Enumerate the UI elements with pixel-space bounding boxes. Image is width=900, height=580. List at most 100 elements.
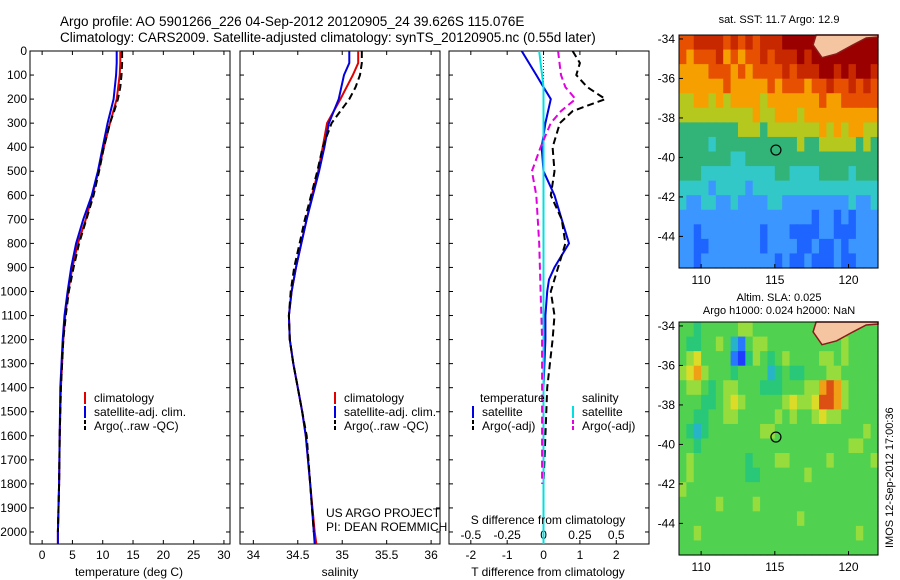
map-cell	[737, 78, 746, 94]
map-cell	[693, 224, 702, 240]
map-cell	[811, 209, 820, 225]
map-cell	[760, 511, 769, 527]
map-cell	[737, 180, 746, 196]
map-cell	[693, 93, 702, 109]
map-cell	[723, 467, 732, 483]
map-cell	[752, 49, 761, 65]
map-cell	[782, 453, 791, 469]
map-cell	[833, 365, 842, 381]
map-cell	[848, 49, 857, 65]
map-cell	[833, 78, 842, 94]
map-cell	[701, 195, 710, 211]
map-cell	[745, 78, 754, 94]
map-cell	[686, 151, 695, 167]
map-cell	[841, 136, 850, 153]
map-cell	[848, 423, 857, 440]
map-cell	[693, 409, 702, 425]
map-cell	[870, 224, 879, 240]
map-cell	[723, 166, 732, 182]
map-cell	[708, 351, 717, 367]
map-cell	[833, 151, 842, 167]
x-tick-label: 0	[540, 548, 547, 562]
map-cell	[841, 496, 850, 512]
map-cell	[863, 365, 872, 381]
map-cell	[819, 238, 828, 255]
map-cell	[693, 107, 702, 123]
map-cell	[760, 122, 769, 138]
map-cell	[811, 64, 820, 80]
map-cell	[855, 64, 864, 80]
map-cell	[826, 253, 835, 269]
x-tick-label: 34	[247, 548, 261, 562]
map-cell	[774, 380, 783, 396]
map-cell	[760, 322, 769, 338]
series-line-argo---raw--qc-	[287, 51, 363, 533]
map-cell	[760, 35, 769, 51]
map-cell	[855, 482, 864, 498]
map-cell	[774, 35, 783, 51]
map-cell	[730, 525, 739, 542]
map-cell	[701, 409, 710, 425]
map-cell	[708, 151, 717, 167]
map-cell	[745, 365, 754, 381]
map-cell	[760, 93, 769, 109]
map-cell	[686, 107, 695, 123]
map-cell	[745, 540, 754, 556]
map-cell	[796, 365, 805, 381]
map-cell	[760, 151, 769, 167]
legend-t-argo: Argo(-adj)	[482, 419, 535, 433]
map-cell	[833, 540, 842, 556]
map-cell	[855, 380, 864, 396]
map-cell	[723, 195, 732, 211]
map-cell	[686, 166, 695, 182]
map-cell	[737, 467, 746, 483]
map-cell	[737, 496, 746, 512]
map-cell	[686, 540, 695, 556]
map-cell	[686, 195, 695, 211]
temperature-panel-frame	[29, 50, 231, 545]
map-cell	[863, 467, 872, 483]
map-cell	[752, 540, 761, 556]
lat-tick-label: -38	[658, 111, 676, 125]
map-cell	[782, 107, 791, 123]
map-cell	[730, 166, 739, 182]
legend-header-temperature: temperature	[480, 391, 545, 405]
sst-map-title: sat. SST: 11.7 Argo: 12.9	[719, 14, 840, 26]
map-cell	[693, 438, 702, 454]
map-cell	[679, 365, 687, 381]
map-cell	[708, 49, 717, 65]
map-cell	[715, 151, 724, 167]
map-cell	[723, 336, 732, 352]
map-cell	[730, 365, 739, 381]
map-cell	[715, 195, 724, 211]
map-cell	[737, 380, 746, 396]
map-cell	[715, 166, 724, 182]
map-cell	[774, 496, 783, 512]
series-line-argo--adj-	[542, 50, 608, 532]
depth-tick-label: 0	[20, 44, 27, 58]
map-cell	[782, 380, 791, 396]
map-cell	[745, 64, 754, 80]
map-cell	[723, 409, 732, 425]
map-cell	[745, 35, 754, 51]
map-cell	[833, 525, 842, 542]
map-cell	[708, 64, 717, 80]
map-cell	[826, 151, 835, 167]
map-cell	[701, 35, 710, 51]
map-cell	[730, 438, 739, 454]
map-cell	[774, 322, 783, 338]
lat-tick-label: -34	[658, 319, 676, 333]
map-cell	[848, 166, 857, 182]
map-cell	[855, 453, 864, 469]
s-difference-axis-label: S difference from climatology	[471, 513, 626, 527]
map-cell	[848, 409, 857, 425]
map-cell	[811, 195, 820, 211]
map-cell	[863, 35, 872, 51]
map-cell	[774, 511, 783, 527]
map-cell	[715, 93, 724, 109]
map-cell	[826, 525, 835, 542]
depth-tick-label: 2000	[0, 525, 27, 539]
map-cell	[693, 122, 702, 138]
map-cell	[701, 224, 710, 240]
map-cell	[782, 195, 791, 211]
